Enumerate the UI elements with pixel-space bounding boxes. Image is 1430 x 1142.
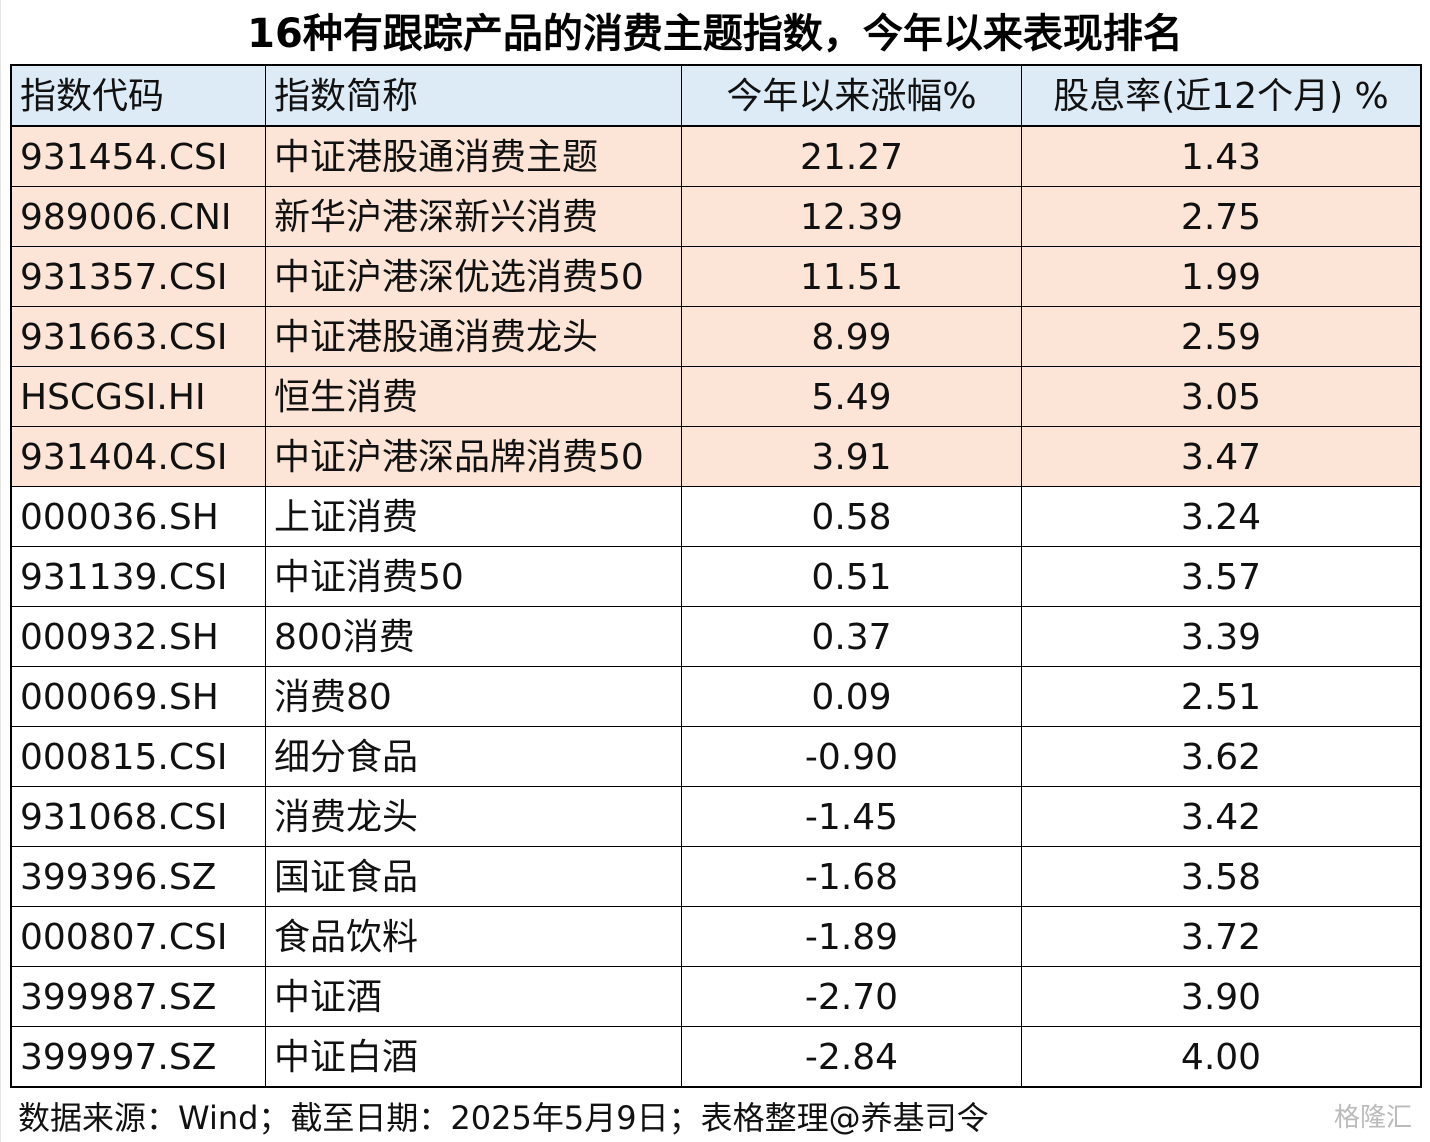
table-cell: 中证酒 <box>266 967 682 1026</box>
table-cell: 931454.CSI <box>12 127 266 186</box>
table-cell: 3.24 <box>1180 497 1262 538</box>
table-cell: -0.90 <box>682 727 1022 786</box>
table-cell: 中证港股通消费主题 <box>266 127 682 186</box>
table-cell: 989006.CNI <box>12 187 266 246</box>
table-cell: 8.99 <box>682 307 1022 366</box>
table-cell: -1.89 <box>682 907 1022 966</box>
table-row: 931357.CSI 中证沪港深优选消费50 11.51 1.99 <box>12 247 1420 307</box>
table-row: 399997.SZ 中证白酒 -2.84 4.00 <box>12 1027 1420 1087</box>
table-cell: -2.70 <box>682 967 1022 1026</box>
header-row: 指数代码 指数简称 今年以来涨幅% 股息率(近12个月) % <box>12 66 1420 127</box>
table-cell: -2.84 <box>682 1027 1022 1086</box>
table-cell: 3.58 <box>1180 857 1262 898</box>
table-cell: 3.90 <box>1180 977 1262 1018</box>
table-cell: 000815.CSI <box>12 727 266 786</box>
table-cell: 0.51 <box>682 547 1022 606</box>
table-cell: HSCGSI.HI <box>12 367 266 426</box>
table-cell: 中证白酒 <box>266 1027 682 1086</box>
table-cell: 1.99 <box>1180 257 1262 298</box>
table-cell: 21.27 <box>682 127 1022 186</box>
table-row: 399396.SZ 国证食品 -1.68 3.58 <box>12 847 1420 907</box>
table-cell: 消费龙头 <box>266 787 682 846</box>
table-row: 000069.SH 消费80 0.09 2.51 <box>12 667 1420 727</box>
table-cell: 000807.CSI <box>12 907 266 966</box>
table-cell: 000069.SH <box>12 667 266 726</box>
table-cell: 3.91 <box>682 427 1022 486</box>
table-cell: 中证港股通消费龙头 <box>266 307 682 366</box>
table-row: 399987.SZ 中证酒 -2.70 3.90 <box>12 967 1420 1027</box>
table-cell: 食品饮料 <box>266 907 682 966</box>
header-cell: 今年以来涨幅% <box>682 66 1022 125</box>
table-cell: 399997.SZ <box>12 1027 266 1086</box>
table-cell: 931663.CSI <box>12 307 266 366</box>
header-cell: 股息率(近12个月) % <box>1053 76 1389 117</box>
table-cell: 399396.SZ <box>12 847 266 906</box>
table-cell: 2.51 <box>1180 677 1262 718</box>
table-row: 931454.CSI 中证港股通消费主题 21.27 1.43 <box>12 127 1420 187</box>
table-cell: 5.49 <box>682 367 1022 426</box>
table-cell: 2.59 <box>1180 317 1262 358</box>
table-cell: 中证沪港深优选消费50 <box>266 247 682 306</box>
table-cell: 11.51 <box>682 247 1022 306</box>
table-cell: 国证食品 <box>266 847 682 906</box>
table-row: HSCGSI.HI 恒生消费 5.49 3.05 <box>12 367 1420 427</box>
table-cell: 931068.CSI <box>12 787 266 846</box>
header-cell: 指数简称 <box>266 66 682 125</box>
table-cell: 2.75 <box>1180 197 1262 238</box>
table-cell: -1.68 <box>682 847 1022 906</box>
table-row: 000036.SH 上证消费 0.58 3.24 <box>12 487 1420 547</box>
table-cell: 3.47 <box>1180 437 1262 478</box>
table-cell: 399987.SZ <box>12 967 266 1026</box>
table-row: 000932.SH 800消费 0.37 3.39 <box>12 607 1420 667</box>
table-row: 000807.CSI 食品饮料 -1.89 3.72 <box>12 907 1420 967</box>
table-cell: 931404.CSI <box>12 427 266 486</box>
table-cell: 3.39 <box>1180 617 1262 658</box>
table-row: 989006.CNI 新华沪港深新兴消费 12.39 2.75 <box>12 187 1420 247</box>
table-row: 931068.CSI 消费龙头 -1.45 3.42 <box>12 787 1420 847</box>
table-cell: 931139.CSI <box>12 547 266 606</box>
table-cell: 3.05 <box>1180 377 1262 418</box>
table-cell: 上证消费 <box>266 487 682 546</box>
table-cell: 0.09 <box>682 667 1022 726</box>
table-row: 931404.CSI 中证沪港深品牌消费50 3.91 3.47 <box>12 427 1420 487</box>
table-cell: 3.62 <box>1180 737 1262 778</box>
table-row: 931663.CSI 中证港股通消费龙头 8.99 2.59 <box>12 307 1420 367</box>
table-cell: 0.58 <box>682 487 1022 546</box>
table-cell: 1.43 <box>1180 137 1262 178</box>
table-cell: 12.39 <box>682 187 1022 246</box>
table-cell: 消费80 <box>266 667 682 726</box>
table-cell: 000932.SH <box>12 607 266 666</box>
table-cell: 新华沪港深新兴消费 <box>266 187 682 246</box>
source-note: 数据来源：Wind；截至日期：2025年5月9日；表格整理@养基司令 <box>18 1099 989 1137</box>
watermark: 格隆汇 <box>1333 1103 1412 1133</box>
table-cell: 4.00 <box>1180 1037 1262 1078</box>
table: 指数代码 指数简称 今年以来涨幅% 股息率(近12个月) % 931454.CSI 中证港… <box>10 64 1422 1088</box>
table-row: 931139.CSI 中证消费50 0.51 3.57 <box>12 547 1420 607</box>
table-title: 16种有跟踪产品的消费主题指数，今年以来表现排名 <box>247 11 1183 57</box>
table-cell: 细分食品 <box>266 727 682 786</box>
table-cell: 中证沪港深品牌消费50 <box>266 427 682 486</box>
table-cell: 3.57 <box>1180 557 1262 598</box>
table-cell: 中证消费50 <box>266 547 682 606</box>
table-cell: 3.72 <box>1180 917 1262 958</box>
table-cell: -1.45 <box>682 787 1022 846</box>
header-cell: 指数代码 <box>12 66 266 125</box>
table-cell: 931357.CSI <box>12 247 266 306</box>
table-cell: 恒生消费 <box>266 367 682 426</box>
table-cell: 000036.SH <box>12 487 266 546</box>
table-cell: 0.37 <box>682 607 1022 666</box>
table-cell: 800消费 <box>266 607 682 666</box>
table-cell: 3.42 <box>1180 797 1262 838</box>
table-row: 000815.CSI 细分食品 -0.90 3.62 <box>12 727 1420 787</box>
